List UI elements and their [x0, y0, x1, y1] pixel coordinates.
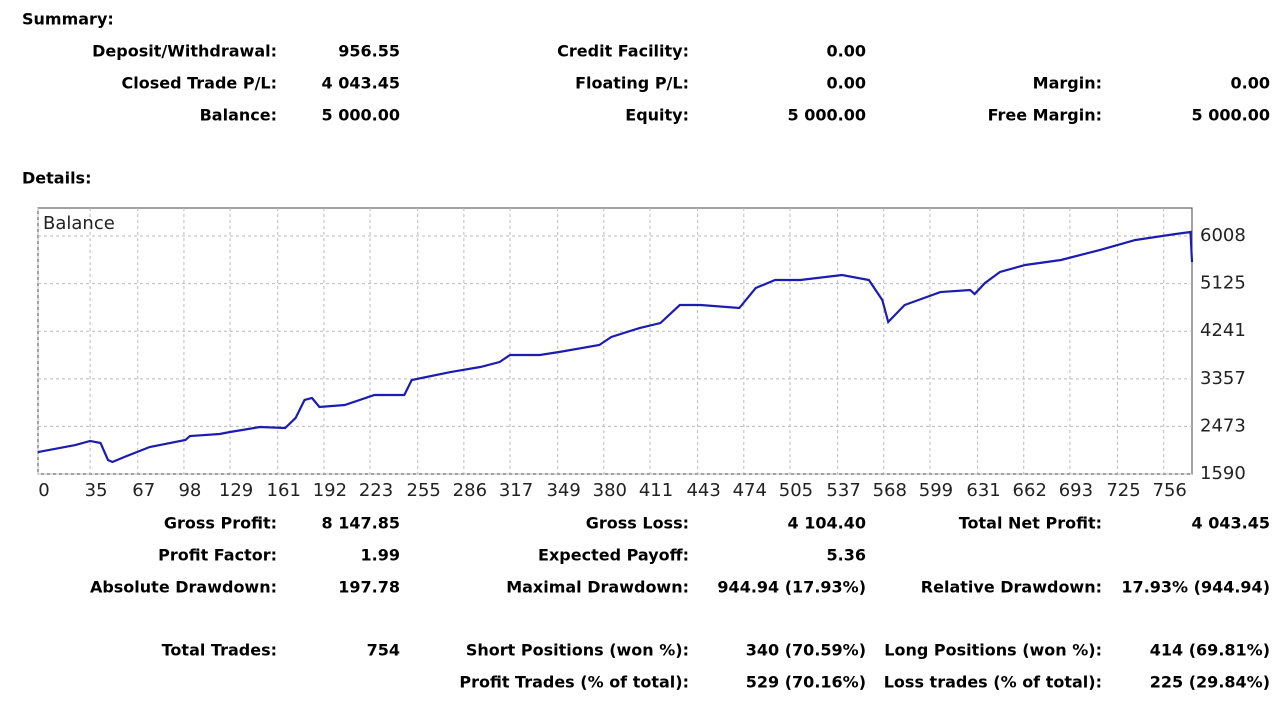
summary: Deposit/Withdrawal: 956.55 Credit Facility… — [92, 42, 1270, 125]
stat-value: 8 147.85 — [322, 514, 400, 533]
x-tick-label: 568 — [873, 480, 907, 501]
stat-label: Equity: — [625, 106, 689, 125]
stat-value: 0.00 — [827, 42, 866, 61]
x-tick-label: 0 — [38, 480, 49, 501]
x-tick-label: 255 — [407, 480, 441, 501]
x-tick-label: 223 — [359, 480, 393, 501]
stat-label: Gross Profit: — [164, 514, 277, 533]
stat-label: Margin: — [1033, 74, 1102, 93]
stat-label: Credit Facility: — [557, 42, 689, 61]
x-tick-label: 505 — [779, 480, 813, 501]
stat-value: 225 (29.84%) — [1150, 673, 1270, 692]
stat-value: 0.00 — [1231, 74, 1270, 93]
stat-value: 5 000.00 — [788, 106, 866, 125]
stat-value: 5.36 — [827, 546, 866, 565]
stat-label: Short Positions (won %): — [466, 641, 689, 660]
stat-value: 1.99 — [361, 546, 400, 565]
x-tick-label: 98 — [178, 480, 201, 501]
stat-label: Profit Trades (% of total): — [459, 673, 689, 692]
stat-label: Relative Drawdown: — [921, 578, 1102, 597]
x-tick-label: 129 — [219, 480, 253, 501]
stat-value: 4 104.40 — [788, 514, 866, 533]
x-tick-label: 725 — [1106, 480, 1140, 501]
stat-label: Expected Payoff: — [538, 546, 689, 565]
stat-label: Profit Factor: — [158, 546, 277, 565]
chart: 0 35 67 98 129 161 192 223 255 286 317 349 380 411 443… — [37, 208, 1246, 501]
y-tick-label: 4241 — [1200, 320, 1246, 341]
stat-value: 956.55 — [338, 42, 400, 61]
stat-label: Gross Loss: — [586, 514, 689, 533]
stat-label: Long Positions (won %): — [884, 641, 1102, 660]
x-tick-label: 349 — [546, 480, 580, 501]
stat-value: 197.78 — [338, 578, 400, 597]
stat-label: Total Trades: — [162, 641, 277, 660]
x-tick-label: 411 — [639, 480, 673, 501]
stat-label: Balance: — [200, 106, 277, 125]
stat-value: 414 (69.81%) — [1150, 641, 1270, 660]
x-tick-label: 756 — [1153, 480, 1187, 501]
x-tick-label: 317 — [499, 480, 533, 501]
stat-label: Maximal Drawdown: — [506, 578, 689, 597]
legend-label: Balance — [43, 213, 115, 234]
stat-label: Loss trades (% of total): — [884, 673, 1102, 692]
y-tick-label: 1590 — [1200, 463, 1246, 484]
section-title: Summary: — [22, 10, 114, 29]
y-tick-label: 5125 — [1200, 273, 1246, 294]
stat-value: 5 000.00 — [322, 106, 400, 125]
x-tick-label: 693 — [1059, 480, 1093, 501]
y-tick-label: 2473 — [1200, 415, 1246, 436]
y-tick-label: 6008 — [1200, 225, 1246, 246]
stat-value: 944.94 (17.93%) — [717, 578, 866, 597]
x-tick-label: 537 — [826, 480, 860, 501]
x-tick-label: 35 — [85, 480, 108, 501]
stat-label: Free Margin: — [988, 106, 1102, 125]
stat-label: Closed Trade P/L: — [122, 74, 278, 93]
x-tick-label: 192 — [313, 480, 347, 501]
stat-label: Deposit/Withdrawal: — [92, 42, 277, 61]
stat-value: 4 043.45 — [1192, 514, 1270, 533]
stat-value: 4 043.45 — [322, 74, 400, 93]
details: Gross Profit: 8 147.85 Gross Loss: 4 104.40… — [90, 514, 1270, 692]
x-tick-label: 662 — [1013, 480, 1047, 501]
stat-label: Total Net Profit: — [959, 514, 1102, 533]
y-tick-label: 3357 — [1200, 368, 1246, 389]
stat-label: Floating P/L: — [575, 74, 689, 93]
x-tick-label: 631 — [966, 480, 1000, 501]
x-tick-label: 286 — [453, 480, 487, 501]
x-tick-label: 380 — [593, 480, 627, 501]
stat-value: 0.00 — [827, 74, 866, 93]
stat-value: 529 (70.16%) — [746, 673, 866, 692]
x-tick-label: 443 — [686, 480, 720, 501]
section-title: Details: — [22, 169, 91, 188]
stat-label: Absolute Drawdown: — [90, 578, 277, 597]
stat-value: 17.93% (944.94) — [1121, 578, 1270, 597]
stat-value: 340 (70.59%) — [746, 641, 866, 660]
stat-value: 754 — [367, 641, 400, 660]
x-tick-label: 599 — [919, 480, 953, 501]
x-tick-label: 67 — [132, 480, 155, 501]
balance-line — [37, 230, 1194, 464]
stat-value: 5 000.00 — [1192, 106, 1270, 125]
x-tick-label: 474 — [733, 480, 767, 501]
x-tick-label: 161 — [267, 480, 301, 501]
